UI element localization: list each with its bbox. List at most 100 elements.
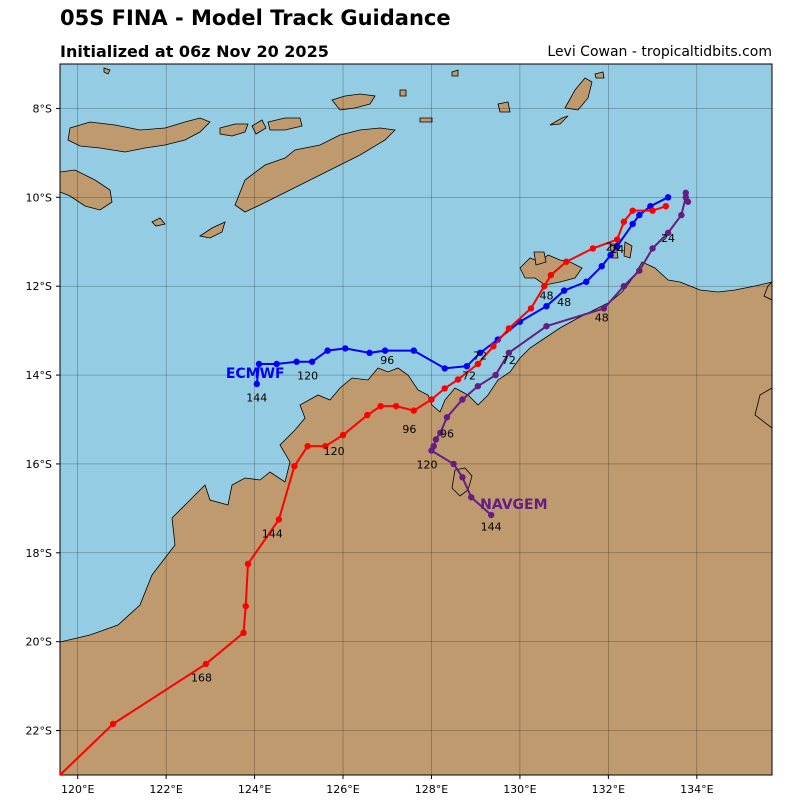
lat-tick-label: 14°S (26, 369, 52, 382)
navgem-track-point (437, 429, 444, 437)
lat-tick-label: 12°S (26, 280, 52, 293)
ecmwf-track-point (255, 360, 263, 368)
ecmwf-track-point (614, 242, 621, 250)
lon-tick-label: 124°E (238, 783, 271, 796)
init-time-subtitle: Initialized at 06z Nov 20 2025 (60, 42, 329, 61)
small-island-6 (594, 71, 605, 79)
ecmwf-track-point (308, 358, 316, 365)
sumba-island (60, 169, 113, 211)
ecmwf-track-point (664, 194, 672, 201)
ecmwf-track-point (629, 220, 636, 228)
navgem-track-point (543, 322, 550, 330)
model-2-track-point (339, 431, 347, 439)
ecmwf-forecast-hour-label: 48 (557, 296, 571, 309)
model-2-track-point (527, 305, 535, 312)
model-2-track-point (589, 245, 597, 252)
navgem-track-point (450, 460, 457, 468)
wetar-island (267, 117, 303, 131)
model-2-track-point (454, 376, 462, 383)
model-2-track-point (304, 442, 311, 450)
model-2-track-point (291, 462, 298, 470)
navgem-track-point (600, 305, 608, 312)
navgem-model-label: NAVGEM (480, 497, 547, 513)
ecmwf-forecast-hour-label: 120 (297, 370, 318, 383)
navgem-track-point (620, 282, 628, 290)
cape-york-coast (763, 281, 772, 301)
ecmwf-track-point (253, 380, 260, 388)
navgem-track-point (428, 447, 435, 454)
model-tracks (60, 189, 692, 775)
navgem-forecast-hour-label: 48 (595, 312, 609, 325)
model-2-track-point (474, 360, 482, 368)
ecmwf-track-point (293, 358, 300, 365)
bathurst-island (533, 251, 547, 266)
model-2-forecast-hour-label: 48 (539, 290, 553, 303)
model-2-forecast-hour-label: 144 (262, 527, 283, 540)
navgem-forecast-hour-label: 144 (481, 521, 502, 534)
navgem-forecast-hour-label: 72 (502, 354, 516, 367)
model-2-track-point (109, 720, 117, 728)
navgem-track-point (474, 382, 482, 390)
track-labels: 24 48 72 96 120 144 ECMWF 24 48 72 96 120 144 168 24 48… (191, 232, 675, 685)
axis-tick-labels: 120°E 122°E 124°E 126°E 128°E 130°E 132°E 134°E… (26, 102, 714, 796)
small-island-3 (399, 89, 407, 97)
ecmwf-track-point (410, 347, 417, 354)
model-2-track-point (60, 771, 64, 775)
ecmwf-track-point (560, 287, 568, 294)
ecmwf-track-point (636, 211, 643, 219)
model-2-track-point (392, 402, 400, 410)
ecmwf-model-label: ECMWF (226, 366, 285, 382)
lat-tick-label: 10°S (26, 191, 52, 204)
navgem-track-point (678, 211, 685, 219)
small-island-5 (103, 67, 111, 75)
navgem-track-point (459, 474, 466, 481)
small-island-4 (451, 69, 459, 77)
ecmwf-track-point (366, 349, 373, 357)
model-2-track-point (364, 411, 371, 419)
model-2-track-point (410, 407, 417, 414)
model-2-forecast-hour-label: 24 (606, 241, 620, 254)
alor-island (219, 123, 249, 137)
navgem-track-point (432, 436, 440, 443)
tanimbar-island (564, 77, 593, 111)
lat-tick-label: 18°S (26, 547, 52, 560)
lat-tick-label: 16°S (26, 458, 52, 471)
ecmwf-track-point (273, 360, 280, 368)
model-2-track-point (377, 402, 384, 410)
goulburn-island (623, 241, 633, 259)
babar-island (331, 93, 376, 111)
model-2-track-point (428, 396, 435, 403)
model-2-track-point (620, 218, 628, 225)
ecmwf-track-point (476, 349, 484, 357)
ecmwf-track-point (324, 347, 331, 354)
navgem-track-point (636, 267, 643, 274)
lat-tick-label: 20°S (26, 636, 52, 649)
navgem-track-point (487, 511, 495, 519)
lon-tick-label: 132°E (592, 783, 625, 796)
navgem-track-point (505, 349, 513, 357)
model-2-track-point (629, 207, 636, 214)
model-2-forecast-hour-label: 72 (462, 370, 476, 383)
model-2-track-point (244, 560, 252, 568)
navgem-track-point (443, 414, 451, 421)
navgem-forecast-hour-label: 24 (661, 232, 675, 245)
navgem-track-point (649, 245, 656, 252)
flores-island (67, 117, 211, 153)
lon-tick-label: 134°E (680, 783, 713, 796)
ecmwf-track-point (441, 365, 448, 372)
lat-lon-grid (60, 64, 772, 775)
model-2-track-point (275, 516, 283, 523)
ecmwf-track-point (607, 251, 614, 259)
lon-tick-label: 122°E (149, 783, 182, 796)
lon-tick-label: 120°E (61, 783, 94, 796)
credit-text: Levi Cowan - tropicaltidbits.com (547, 44, 772, 60)
model-2-track-point (242, 602, 249, 610)
small-island-1 (497, 101, 511, 113)
model-2-track-point (547, 271, 555, 279)
lat-tick-label: 22°S (26, 725, 52, 738)
ecmwf-track-point (583, 278, 590, 285)
model-2-track-point (490, 342, 497, 350)
model-2-track-point (541, 282, 548, 290)
lon-tick-label: 130°E (503, 783, 536, 796)
